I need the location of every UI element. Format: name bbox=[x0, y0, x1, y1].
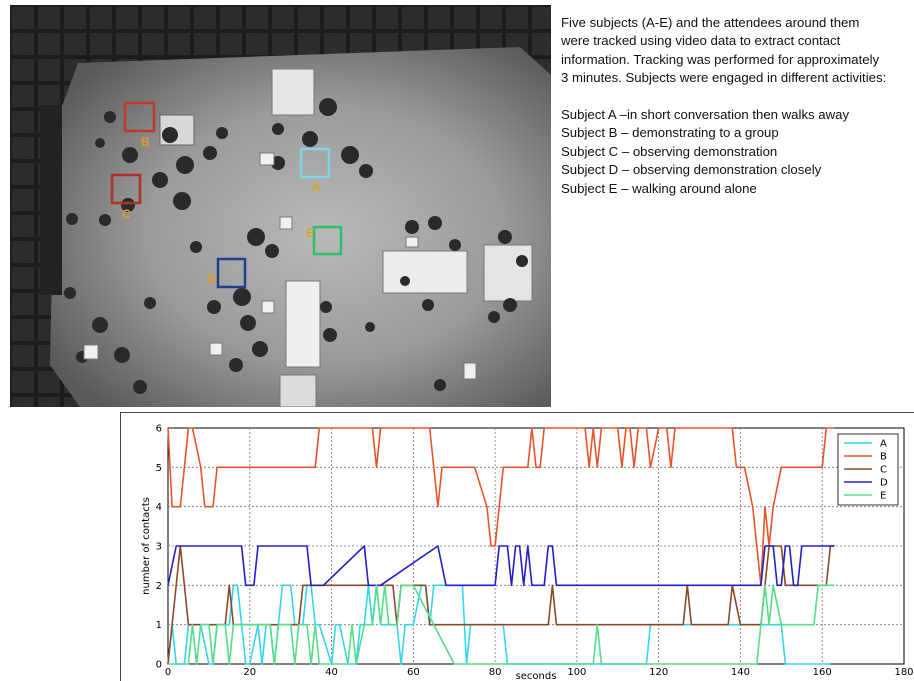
table bbox=[279, 374, 317, 407]
box-label-a: A bbox=[312, 180, 321, 194]
box-label-b: B bbox=[141, 135, 150, 149]
x-tick-label: 20 bbox=[243, 667, 256, 678]
x-axis-label: seconds bbox=[516, 671, 557, 681]
subject-e-line: Subject E – walking around alone bbox=[561, 180, 757, 196]
description-line: information. Tracking was performed for … bbox=[561, 51, 880, 67]
x-tick-label: 0 bbox=[165, 667, 171, 678]
spacer bbox=[561, 88, 911, 106]
x-tick-label: 40 bbox=[325, 667, 338, 678]
series-line-e bbox=[168, 584, 835, 665]
tracking-box-c bbox=[110, 173, 142, 205]
table bbox=[483, 244, 533, 302]
series-lines bbox=[167, 427, 835, 665]
legend-label-b: B bbox=[880, 452, 887, 463]
tracking-box-b bbox=[123, 101, 156, 133]
tracking-box-e bbox=[312, 225, 343, 256]
box-label-e: E bbox=[306, 226, 314, 240]
x-tick-label: 60 bbox=[407, 667, 420, 678]
subject-d-line: Subject D – observing demonstration clos… bbox=[561, 162, 822, 178]
contacts-line-chart: 0 20 40 60 80 100 120 140 160 180 0 1 2 3 4 5 6 seconds… bbox=[141, 424, 914, 681]
subject-b-line: Subject B – demonstrating to a group bbox=[561, 125, 779, 141]
y-tick-label: 2 bbox=[156, 581, 162, 592]
x-tick-label: 180 bbox=[894, 667, 913, 678]
x-tick-label: 80 bbox=[489, 667, 502, 678]
table bbox=[285, 280, 321, 368]
table bbox=[382, 250, 468, 294]
y-tick-label: 0 bbox=[156, 660, 162, 671]
y-tick-label: 4 bbox=[156, 502, 162, 513]
y-tick-label: 6 bbox=[156, 424, 162, 435]
tracking-box-a bbox=[299, 147, 331, 179]
description-line: were tracked using video data to extract… bbox=[561, 33, 841, 49]
x-tick-labels: 0 20 40 60 80 100 120 140 160 180 bbox=[165, 667, 914, 678]
x-tick-label: 160 bbox=[813, 667, 832, 678]
y-tick-label: 3 bbox=[156, 542, 162, 553]
series-line-d bbox=[167, 545, 835, 587]
box-label-d: D bbox=[207, 272, 216, 286]
description-block: Five subjects (A-E) and the attendees ar… bbox=[561, 14, 911, 198]
legend-label-d: D bbox=[880, 478, 888, 489]
subject-c-line: Subject C – observing demonstration bbox=[561, 143, 778, 159]
legend-label-e: E bbox=[880, 491, 886, 502]
y-tick-labels: 0 1 2 3 4 5 6 bbox=[156, 424, 162, 671]
description-line: Five subjects (A-E) and the attendees ar… bbox=[561, 15, 860, 30]
tracking-box-d bbox=[216, 257, 247, 289]
x-tick-label: 120 bbox=[649, 667, 668, 678]
overhead-photo: A B C D E bbox=[10, 5, 551, 407]
left-doorway bbox=[40, 105, 62, 295]
x-tick-label: 100 bbox=[567, 667, 586, 678]
white-chairs bbox=[83, 152, 477, 380]
x-tick-label: 140 bbox=[731, 667, 750, 678]
box-label-c: C bbox=[122, 207, 131, 221]
y-tick-label: 5 bbox=[156, 463, 162, 474]
series-line-b bbox=[167, 427, 835, 587]
legend-label-a: A bbox=[880, 439, 887, 450]
y-tick-label: 1 bbox=[156, 620, 162, 631]
table bbox=[271, 68, 315, 116]
y-axis-label: number of contacts bbox=[141, 497, 152, 595]
legend-label-c: C bbox=[880, 465, 887, 476]
description-line: 3 minutes. Subjects were engaged in diff… bbox=[561, 70, 887, 86]
subject-a-line: Subject A –in short conversation then wa… bbox=[561, 107, 850, 123]
